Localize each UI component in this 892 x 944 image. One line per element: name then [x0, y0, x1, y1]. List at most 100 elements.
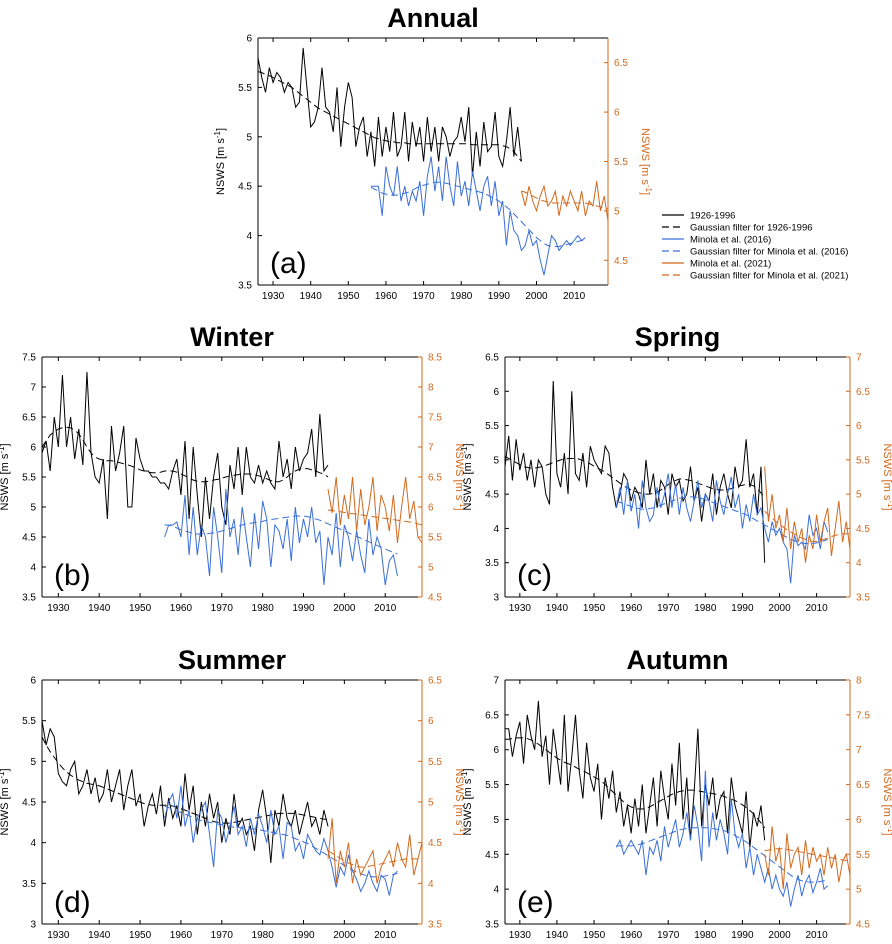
x-tick-label: 1960: [620, 603, 643, 614]
y-tick-label-left: 7: [493, 676, 499, 687]
x-tick-label: 1970: [211, 603, 234, 614]
y-tick-label-left: 3.5: [238, 281, 252, 292]
x-tick-label: 2010: [805, 603, 828, 614]
x-tick-label: 1960: [620, 930, 643, 941]
y-tick-label-left: 5: [493, 815, 499, 826]
x-tick-label: 1960: [170, 603, 193, 614]
y-tick-label-right: 5: [428, 798, 434, 809]
x-tick-label: 1930: [262, 291, 285, 302]
series-line-m21: [327, 476, 422, 544]
series-line-m21_f: [327, 850, 422, 868]
series-line-m16_f: [616, 827, 828, 883]
series-line-obs: [505, 380, 766, 563]
series-group: [42, 720, 422, 896]
x-tick-label: 1990: [731, 603, 754, 614]
y-tick-label-left: 4: [493, 524, 499, 535]
x-tick-label: 1940: [300, 291, 323, 302]
x-tick-label: 2000: [768, 603, 791, 614]
x-tick-label: 1940: [546, 930, 569, 941]
y-tick-label-left: 6.5: [22, 413, 36, 424]
y-tick-label-left: 6: [493, 745, 499, 756]
x-tick-label: 1950: [583, 930, 606, 941]
x-tick-label: 1970: [657, 603, 680, 614]
y-tick-label-right: 6.5: [428, 473, 442, 484]
y-tick-label-left: 4: [246, 231, 252, 242]
y-tick-label-left: 5.5: [485, 421, 499, 432]
y-tick-label-right: 7: [856, 353, 862, 364]
x-tick-label: 1950: [129, 930, 152, 941]
series-line-m16: [164, 785, 398, 896]
legend-label: Minola et al. (2021): [690, 259, 771, 270]
series-group: [258, 47, 608, 276]
panel-spring: Spring 1930 1940 1950 1960 1970 1980 1990 2000 20…: [460, 322, 892, 614]
y-tick-label-right: 6: [856, 421, 862, 432]
y-tick-label-left: 4: [30, 838, 36, 849]
y-tick-label-right: 5: [856, 490, 862, 501]
series-line-m16: [164, 488, 398, 586]
y-tick-label-right: 5: [614, 206, 620, 217]
x-tick-label: 1980: [450, 291, 473, 302]
series-line-m16: [615, 770, 829, 907]
panel-label: (e): [517, 886, 554, 919]
y-tick-label-left: 3.5: [22, 879, 36, 890]
y-tick-label-left: 5.5: [485, 780, 499, 791]
series-line-obs: [505, 700, 766, 848]
y-tick-label-right: 5: [856, 885, 862, 896]
panel-summer: Summer 1930 1940 1950 1960 1970 1980 1990 2000 20…: [0, 645, 468, 941]
x-tick-label: 1930: [509, 603, 532, 614]
y-tick-label-left: 4.5: [238, 182, 252, 193]
y-tick-label-right: 6: [428, 503, 434, 514]
y-tick-label-left: 5: [493, 455, 499, 466]
legend-label: Gaussian filter for 1926-1996: [690, 223, 813, 234]
x-tick-label: 2000: [768, 930, 791, 941]
y-axis-label-right: NSWS [m s-1]: [639, 128, 654, 195]
x-tick-label: 1990: [292, 603, 315, 614]
legend-label: 1926-1996: [690, 211, 735, 222]
x-tick-label: 1940: [88, 930, 111, 941]
panel-title: Winter: [190, 322, 274, 352]
legend-label: Minola et al. (2016): [690, 235, 771, 246]
y-tick-label-right: 6: [856, 815, 862, 826]
x-tick-label: 1990: [488, 291, 511, 302]
y-tick-label-right: 5.5: [428, 533, 442, 544]
x-tick-label: 1980: [694, 603, 717, 614]
y-tick-label-right: 4.5: [428, 838, 442, 849]
x-tick-label: 1940: [546, 603, 569, 614]
series-group: [505, 700, 850, 907]
y-tick-label-left: 3: [493, 593, 499, 604]
y-axis-label-left: NSWS [m s-1]: [460, 768, 475, 835]
y-tick-label-right: 4: [856, 558, 862, 569]
y-axis-label-right: NSWS [m s-1]: [881, 768, 892, 835]
x-tick-label: 2010: [374, 603, 397, 614]
y-tick-label-left: 5: [246, 132, 252, 143]
series-line-m21_f: [764, 848, 850, 862]
y-tick-label-right: 6.5: [856, 387, 870, 398]
panel-label: (b): [54, 559, 91, 592]
series-line-obs: [258, 47, 522, 177]
x-tick-label: 1950: [129, 603, 152, 614]
y-axis-label-right: NSWS [m s-1]: [453, 768, 468, 835]
y-tick-label-right: 6.5: [856, 780, 870, 791]
y-tick-label-left: 7.5: [22, 353, 36, 364]
series-line-obs_f: [505, 455, 766, 498]
series-line-m21: [764, 466, 850, 563]
y-tick-label-right: 5.5: [614, 157, 628, 168]
y-tick-label-right: 3.5: [856, 593, 870, 604]
x-tick-label: 1970: [211, 930, 234, 941]
series-line-obs_f: [42, 426, 329, 483]
series-line-m21: [327, 818, 422, 884]
x-tick-label: 1950: [583, 603, 606, 614]
y-axis-label-left: NSWS [m s-1]: [460, 443, 475, 510]
y-tick-label-right: 3.5: [428, 920, 442, 931]
series-line-m21: [520, 181, 608, 221]
y-tick-label-left: 4.5: [485, 850, 499, 861]
y-tick-label-right: 7: [428, 443, 434, 454]
y-axis-label-left: NSWS [m s-1]: [0, 768, 11, 835]
x-tick-label: 1990: [731, 930, 754, 941]
y-tick-label-right: 4.5: [428, 593, 442, 604]
series-line-obs_f: [42, 736, 329, 824]
y-tick-label-left: 5.5: [22, 473, 36, 484]
y-tick-label-left: 3.5: [485, 558, 499, 569]
y-tick-label-right: 4.5: [856, 920, 870, 931]
y-tick-label-right: 6.5: [428, 676, 442, 687]
